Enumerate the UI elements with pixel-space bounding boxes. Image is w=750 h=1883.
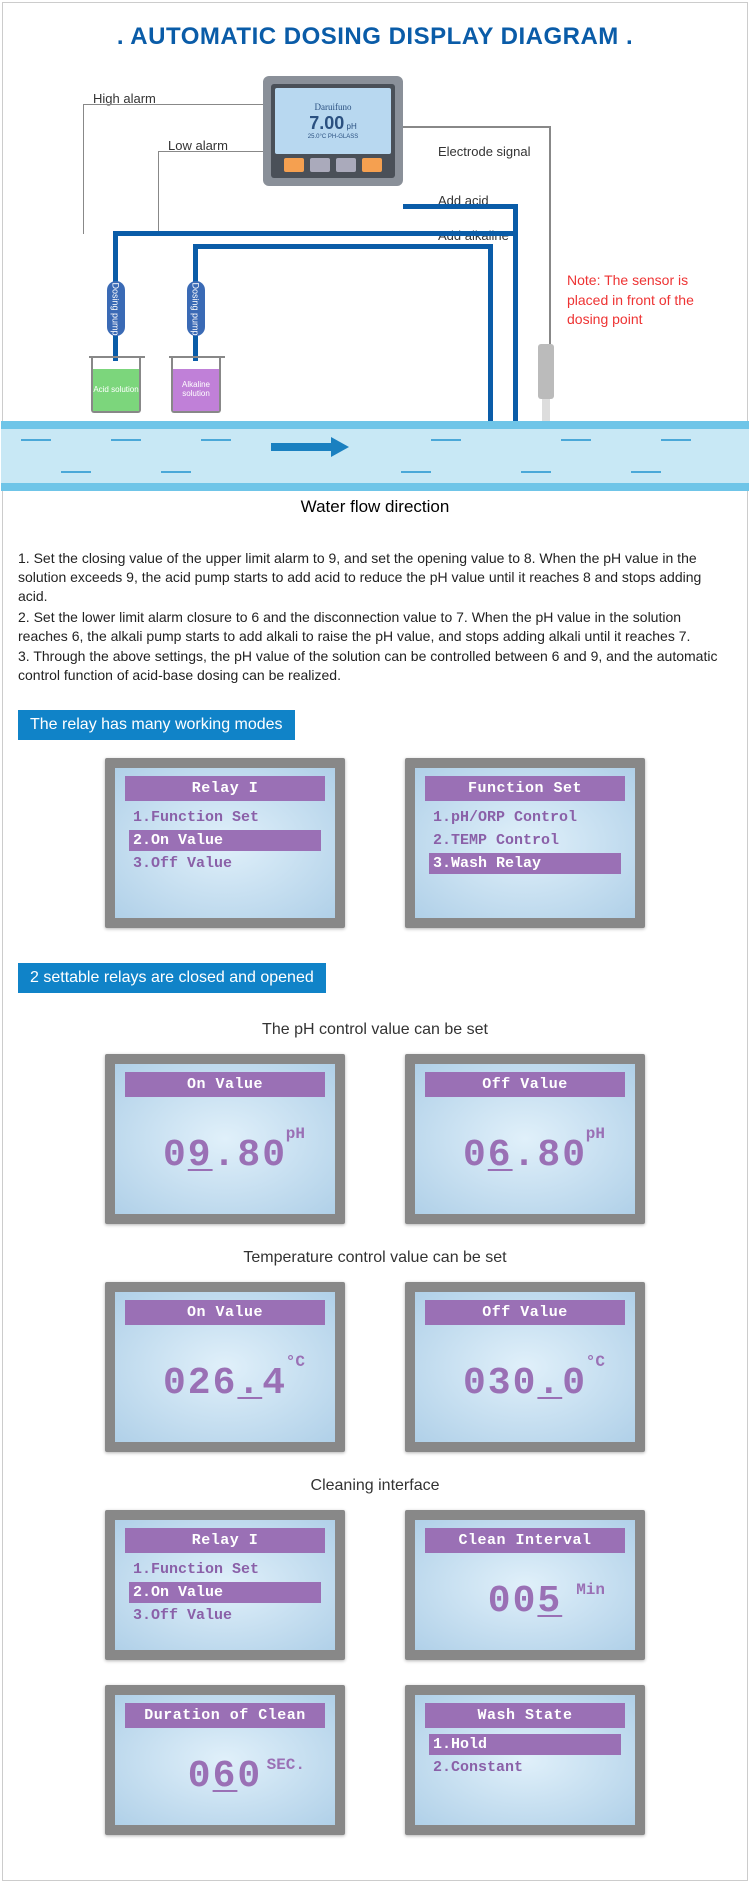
lcd-menu-item: 1.Function Set — [129, 1559, 321, 1580]
pipe — [488, 244, 493, 424]
lcd-screen: Off Value 06.80pH — [405, 1054, 645, 1224]
wire — [83, 104, 84, 234]
instruction-line: 2. Set the lower limit alarm closure to … — [18, 608, 732, 646]
pipe — [513, 204, 518, 424]
controller-reading: 7.00 — [309, 113, 344, 133]
lcd-unit: Min — [576, 1581, 605, 1599]
controller-bottom: 25.0°C PH-GLASS — [308, 134, 358, 140]
page-title: . AUTOMATIC DOSING DISPLAY DIAGRAM . — [18, 3, 732, 61]
screens-clean-row: Relay I 1.Function Set2.On Value3.Off Val… — [18, 1510, 732, 1660]
lcd-screen: On Value 09.80pH — [105, 1054, 345, 1224]
lcd-header: Clean Interval — [425, 1528, 625, 1553]
lcd-menu-item: 2.On Value — [129, 1582, 321, 1603]
water-band — [1, 421, 749, 491]
lcd-unit: pH — [586, 1125, 605, 1143]
flow-arrow-icon — [271, 443, 331, 451]
lcd-value: 026.4 — [163, 1362, 287, 1405]
lcd-value: 005 — [488, 1580, 562, 1623]
pump-alkaline: Dosing pump — [187, 281, 205, 336]
lcd-menu-item: 2.Constant — [429, 1757, 621, 1778]
lcd-header: Relay I — [125, 776, 325, 801]
lcd-header: Duration of Clean — [125, 1703, 325, 1728]
label-water-flow: Water flow direction — [18, 497, 732, 517]
lcd-menu-item: 2.On Value — [129, 830, 321, 851]
lcd-value: 060 — [188, 1755, 262, 1798]
page-container: . AUTOMATIC DOSING DISPLAY DIAGRAM . Hig… — [2, 2, 748, 1881]
lcd-screen: Duration of Clean 060 SEC. — [105, 1685, 345, 1835]
section-heading: The relay has many working modes — [18, 710, 295, 740]
lcd-menu-item: 3.Off Value — [129, 853, 321, 874]
pump-acid: Dosing pump — [107, 281, 125, 336]
lcd-unit: SEC. — [267, 1756, 305, 1774]
lcd-screen: Relay I 1.Function Set2.On Value3.Off Val… — [105, 758, 345, 928]
lcd-value: 06.80 — [463, 1134, 587, 1177]
lcd-header: Function Set — [425, 776, 625, 801]
subheading: Temperature control value can be set — [18, 1249, 732, 1267]
lcd-value: 030.0 — [463, 1362, 587, 1405]
dosing-diagram: High alarm Low alarm Electrode signal Ad… — [18, 66, 732, 421]
pipe — [113, 231, 518, 236]
lcd-header: Wash State — [425, 1703, 625, 1728]
lcd-value: 09.80 — [163, 1134, 287, 1177]
pipe — [403, 204, 518, 209]
wire — [158, 151, 263, 152]
lcd-screen: Wash State 1.Hold2.Constant — [405, 1685, 645, 1835]
lcd-header: On Value — [125, 1072, 325, 1097]
lcd-menu-item: 2.TEMP Control — [429, 830, 621, 851]
lcd-unit: pH — [286, 1125, 305, 1143]
lcd-menu-item: 1.Function Set — [129, 807, 321, 828]
pipe — [193, 244, 493, 249]
lcd-screen: Function Set 1.pH/ORP Control2.TEMP Contr… — [405, 758, 645, 928]
controller-brand: Daruifuno — [315, 102, 352, 112]
controller-button — [336, 158, 356, 172]
lcd-unit: °C — [586, 1353, 605, 1371]
beaker-acid: Acid solution — [91, 358, 141, 413]
controller-button — [284, 158, 304, 172]
lcd-menu-item: 1.Hold — [429, 1734, 621, 1755]
lcd-screen: On Value 026.4°C — [105, 1282, 345, 1452]
wire — [549, 126, 551, 346]
instruction-line: 1. Set the closing value of the upper li… — [18, 549, 732, 606]
subheading: The pH control value can be set — [18, 1021, 732, 1039]
controller-button — [362, 158, 382, 172]
lcd-menu-item: 3.Off Value — [129, 1605, 321, 1626]
lcd-header: Relay I — [125, 1528, 325, 1553]
lcd-unit: °C — [286, 1353, 305, 1371]
screens-temp-row: On Value026.4°COff Value030.0°C — [18, 1282, 732, 1452]
wire — [158, 151, 159, 234]
wire — [403, 126, 551, 128]
label-electrode: Electrode signal — [438, 144, 531, 159]
subheading: Cleaning interface — [18, 1477, 732, 1495]
lcd-header: On Value — [125, 1300, 325, 1325]
note-sensor: Note: The sensor is placed in front of t… — [567, 271, 727, 330]
screens-modes-row: Relay I 1.Function Set2.On Value3.Off Val… — [18, 758, 732, 928]
beaker-alkaline: Alkaline solution — [171, 358, 221, 413]
instructions-block: 1. Set the closing value of the upper li… — [18, 549, 732, 685]
lcd-screen: Relay I 1.Function Set2.On Value3.Off Val… — [105, 1510, 345, 1660]
screens-ph-row: On Value09.80pHOff Value06.80pH — [18, 1054, 732, 1224]
controller-button — [310, 158, 330, 172]
lcd-menu-item: 3.Wash Relay — [429, 853, 621, 874]
instruction-line: 3. Through the above settings, the pH va… — [18, 647, 732, 685]
lcd-header: Off Value — [425, 1300, 625, 1325]
screens-clean-row: Duration of Clean 060 SEC. Wash State 1.Hold… — [18, 1685, 732, 1835]
section-heading: 2 settable relays are closed and opened — [18, 963, 326, 993]
controller-device: Daruifuno 7.00 pH 25.0°C PH-GLASS — [263, 76, 403, 186]
lcd-menu-item: 1.pH/ORP Control — [429, 807, 621, 828]
lcd-screen: Off Value 030.0°C — [405, 1282, 645, 1452]
lcd-header: Off Value — [425, 1072, 625, 1097]
wire — [83, 104, 263, 105]
lcd-screen: Clean Interval 005 Min — [405, 1510, 645, 1660]
